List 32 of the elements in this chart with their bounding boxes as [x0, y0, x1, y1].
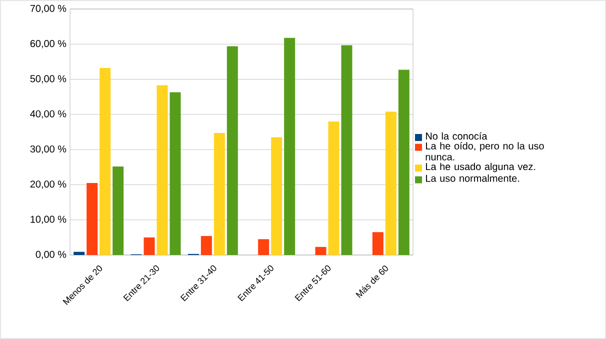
legend-label: La he usado alguna vez.: [426, 162, 536, 172]
y-tick-label: 40,00 %: [30, 110, 66, 119]
bar: [271, 137, 282, 255]
bar: [112, 166, 124, 255]
y-tick-label: 10,00 %: [30, 216, 66, 224]
bar: [214, 133, 225, 255]
y-tick-label: 70,00 %: [30, 4, 66, 14]
bar: [284, 38, 296, 255]
bar: [226, 46, 238, 255]
legend-label: No la conocía: [426, 132, 488, 140]
bar: [170, 92, 181, 255]
bar: [385, 112, 396, 255]
x-tick-label: Más de 60: [356, 266, 388, 298]
legend-label: La uso normalmente.: [426, 174, 519, 182]
y-tick-label: 0,00 %: [36, 250, 66, 260]
bar: [398, 70, 410, 255]
bar: [200, 236, 212, 255]
bar: [100, 68, 111, 255]
y-tick-label: 50,00 %: [30, 75, 66, 84]
y-tick-label: 30,00 %: [30, 145, 66, 154]
bar: [372, 232, 384, 255]
bar: [86, 182, 98, 255]
bar: [328, 121, 340, 255]
bar: [315, 246, 326, 255]
y-tick-label: 60,00 %: [30, 40, 66, 48]
bar: [258, 239, 270, 255]
bar: [341, 45, 352, 255]
bar: [74, 252, 85, 255]
bar: [156, 85, 168, 255]
bar: [144, 237, 155, 255]
legend-label: La he oído, pero no la uso nunca.: [426, 142, 544, 160]
y-tick-label: 20,00 %: [30, 180, 66, 189]
